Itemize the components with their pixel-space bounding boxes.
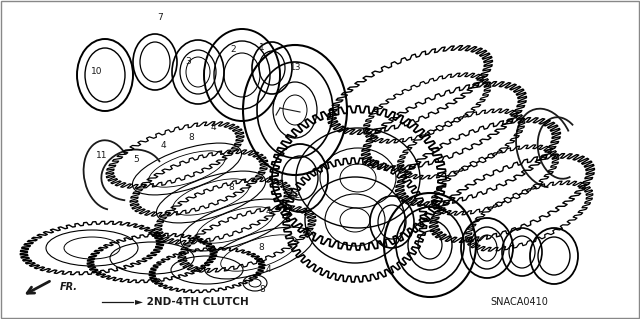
Text: 3: 3 [185,57,191,66]
Text: 7: 7 [157,13,163,23]
Text: 12: 12 [291,190,301,199]
Text: 8: 8 [228,183,234,192]
Text: SNACA0410: SNACA0410 [490,297,548,307]
Text: 2: 2 [230,46,236,55]
Text: 4: 4 [265,265,271,275]
Text: 8: 8 [258,243,264,253]
Text: 4: 4 [210,123,216,132]
Text: 4: 4 [160,140,166,150]
Text: 10: 10 [92,68,103,77]
Text: FR.: FR. [60,282,78,292]
Text: 8: 8 [259,286,265,294]
Text: 8: 8 [188,133,194,143]
Text: ► 2ND-4TH CLUTCH: ► 2ND-4TH CLUTCH [135,297,249,307]
Text: 4: 4 [265,207,271,217]
Text: 5: 5 [133,155,139,165]
Text: 13: 13 [291,63,301,71]
Text: 1: 1 [259,43,265,53]
Text: 11: 11 [96,151,108,160]
